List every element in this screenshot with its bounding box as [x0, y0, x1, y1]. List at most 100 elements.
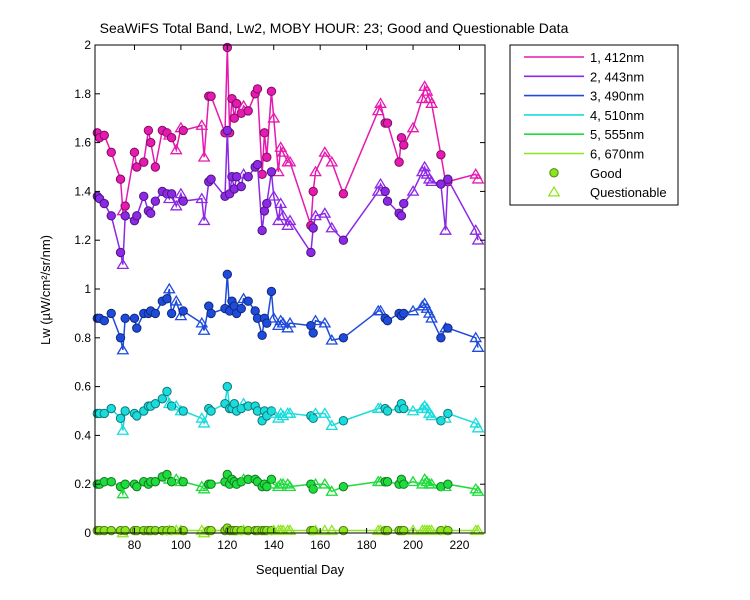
questionable-point [318, 207, 332, 218]
questionable-point [406, 121, 420, 133]
good-point [132, 411, 142, 421]
questionable-point [195, 192, 209, 204]
questionable-point [406, 304, 420, 316]
series-4 [92, 381, 485, 435]
questionable-point [197, 416, 211, 428]
questionable-point [309, 524, 322, 535]
questionable-point [325, 155, 339, 167]
good-point [146, 137, 156, 148]
questionable-point [283, 214, 297, 226]
good-point [139, 157, 149, 167]
good-point [399, 403, 409, 414]
questionable-point [418, 399, 432, 411]
questionable-point [425, 175, 439, 187]
questionable-point [283, 155, 297, 167]
x-axis-label: Sequential Day [256, 562, 345, 577]
good-point [99, 198, 109, 209]
good-point [443, 479, 453, 489]
y-tick-label: 0.8 [74, 331, 91, 345]
questionable-point [197, 482, 211, 494]
good-point [178, 125, 188, 136]
good-point [257, 225, 267, 236]
good-point [150, 477, 161, 487]
questionable-point [309, 209, 322, 221]
questionable-point [162, 282, 176, 294]
y-tick-label: 1.4 [74, 184, 91, 198]
questionable-point [116, 258, 130, 270]
good-point [394, 157, 404, 167]
good-point [106, 308, 116, 319]
good-point [338, 235, 349, 245]
good-point [143, 125, 154, 136]
good-point [229, 113, 239, 123]
questionable-point [276, 209, 290, 221]
questionable-point [415, 299, 429, 311]
x-tick-label: 100 [171, 538, 191, 552]
good-point [436, 333, 446, 343]
good-point [178, 406, 188, 416]
good-point [120, 479, 130, 489]
good-point [106, 403, 116, 414]
questionable-point [169, 199, 183, 211]
good-point [206, 174, 216, 184]
questionable-point [425, 477, 439, 489]
questionable-point [267, 407, 281, 418]
questionable-point [425, 524, 439, 535]
good-point [99, 130, 109, 140]
questionable-point [169, 294, 183, 306]
questionable-point [418, 473, 432, 484]
good-point [115, 247, 126, 258]
x-tick-label: 80 [128, 538, 142, 552]
legend-label: Good [590, 166, 622, 181]
good-point [308, 328, 318, 338]
questionable-point [422, 172, 436, 184]
good-point [150, 308, 161, 319]
questionable-point [420, 85, 434, 96]
good-point [157, 394, 168, 404]
questionable-point [169, 143, 183, 155]
good-point [106, 211, 116, 221]
legend-label: 6, 670nm [590, 147, 644, 162]
good-point [262, 152, 272, 162]
y-tick-label: 0.6 [74, 380, 91, 394]
y-axis-label: Lw (µW/cm²/sr/nm) [38, 235, 53, 345]
good-point [146, 208, 156, 219]
good-point [150, 196, 161, 206]
questionable-point [267, 312, 281, 323]
good-point [231, 98, 242, 109]
good-point [206, 91, 216, 101]
y-tick-label: 1.2 [74, 233, 91, 247]
questionable-point [374, 304, 387, 316]
questionable-point [471, 485, 485, 496]
legend-box [509, 44, 679, 206]
good-point [99, 408, 109, 419]
questionable-point [283, 407, 297, 418]
series-2 [92, 125, 485, 270]
questionable-point [318, 316, 332, 328]
questionable-point [425, 97, 439, 108]
y-tick-label: 0.2 [74, 477, 91, 491]
questionable-point [318, 407, 332, 418]
good-point [132, 211, 142, 221]
questionable-point [325, 333, 339, 345]
legend-label: 1, 412nm [590, 50, 644, 65]
good-point [338, 189, 349, 199]
good-point [338, 333, 349, 343]
questionable-point [274, 314, 288, 326]
questionable-point [374, 97, 387, 108]
questionable-point [469, 331, 483, 343]
questionable-point [283, 316, 297, 328]
good-point [132, 162, 142, 172]
good-point [150, 162, 161, 172]
good-point [257, 169, 267, 180]
good-point [443, 323, 453, 333]
questionable-point [195, 119, 209, 130]
good-point [115, 413, 126, 424]
series-5 [92, 469, 485, 499]
good-point [222, 125, 233, 136]
good-point [132, 481, 142, 492]
legend-label: Questionable [590, 185, 667, 200]
legend-good-marker [549, 168, 559, 178]
legend-label: 2, 443nm [590, 69, 644, 84]
